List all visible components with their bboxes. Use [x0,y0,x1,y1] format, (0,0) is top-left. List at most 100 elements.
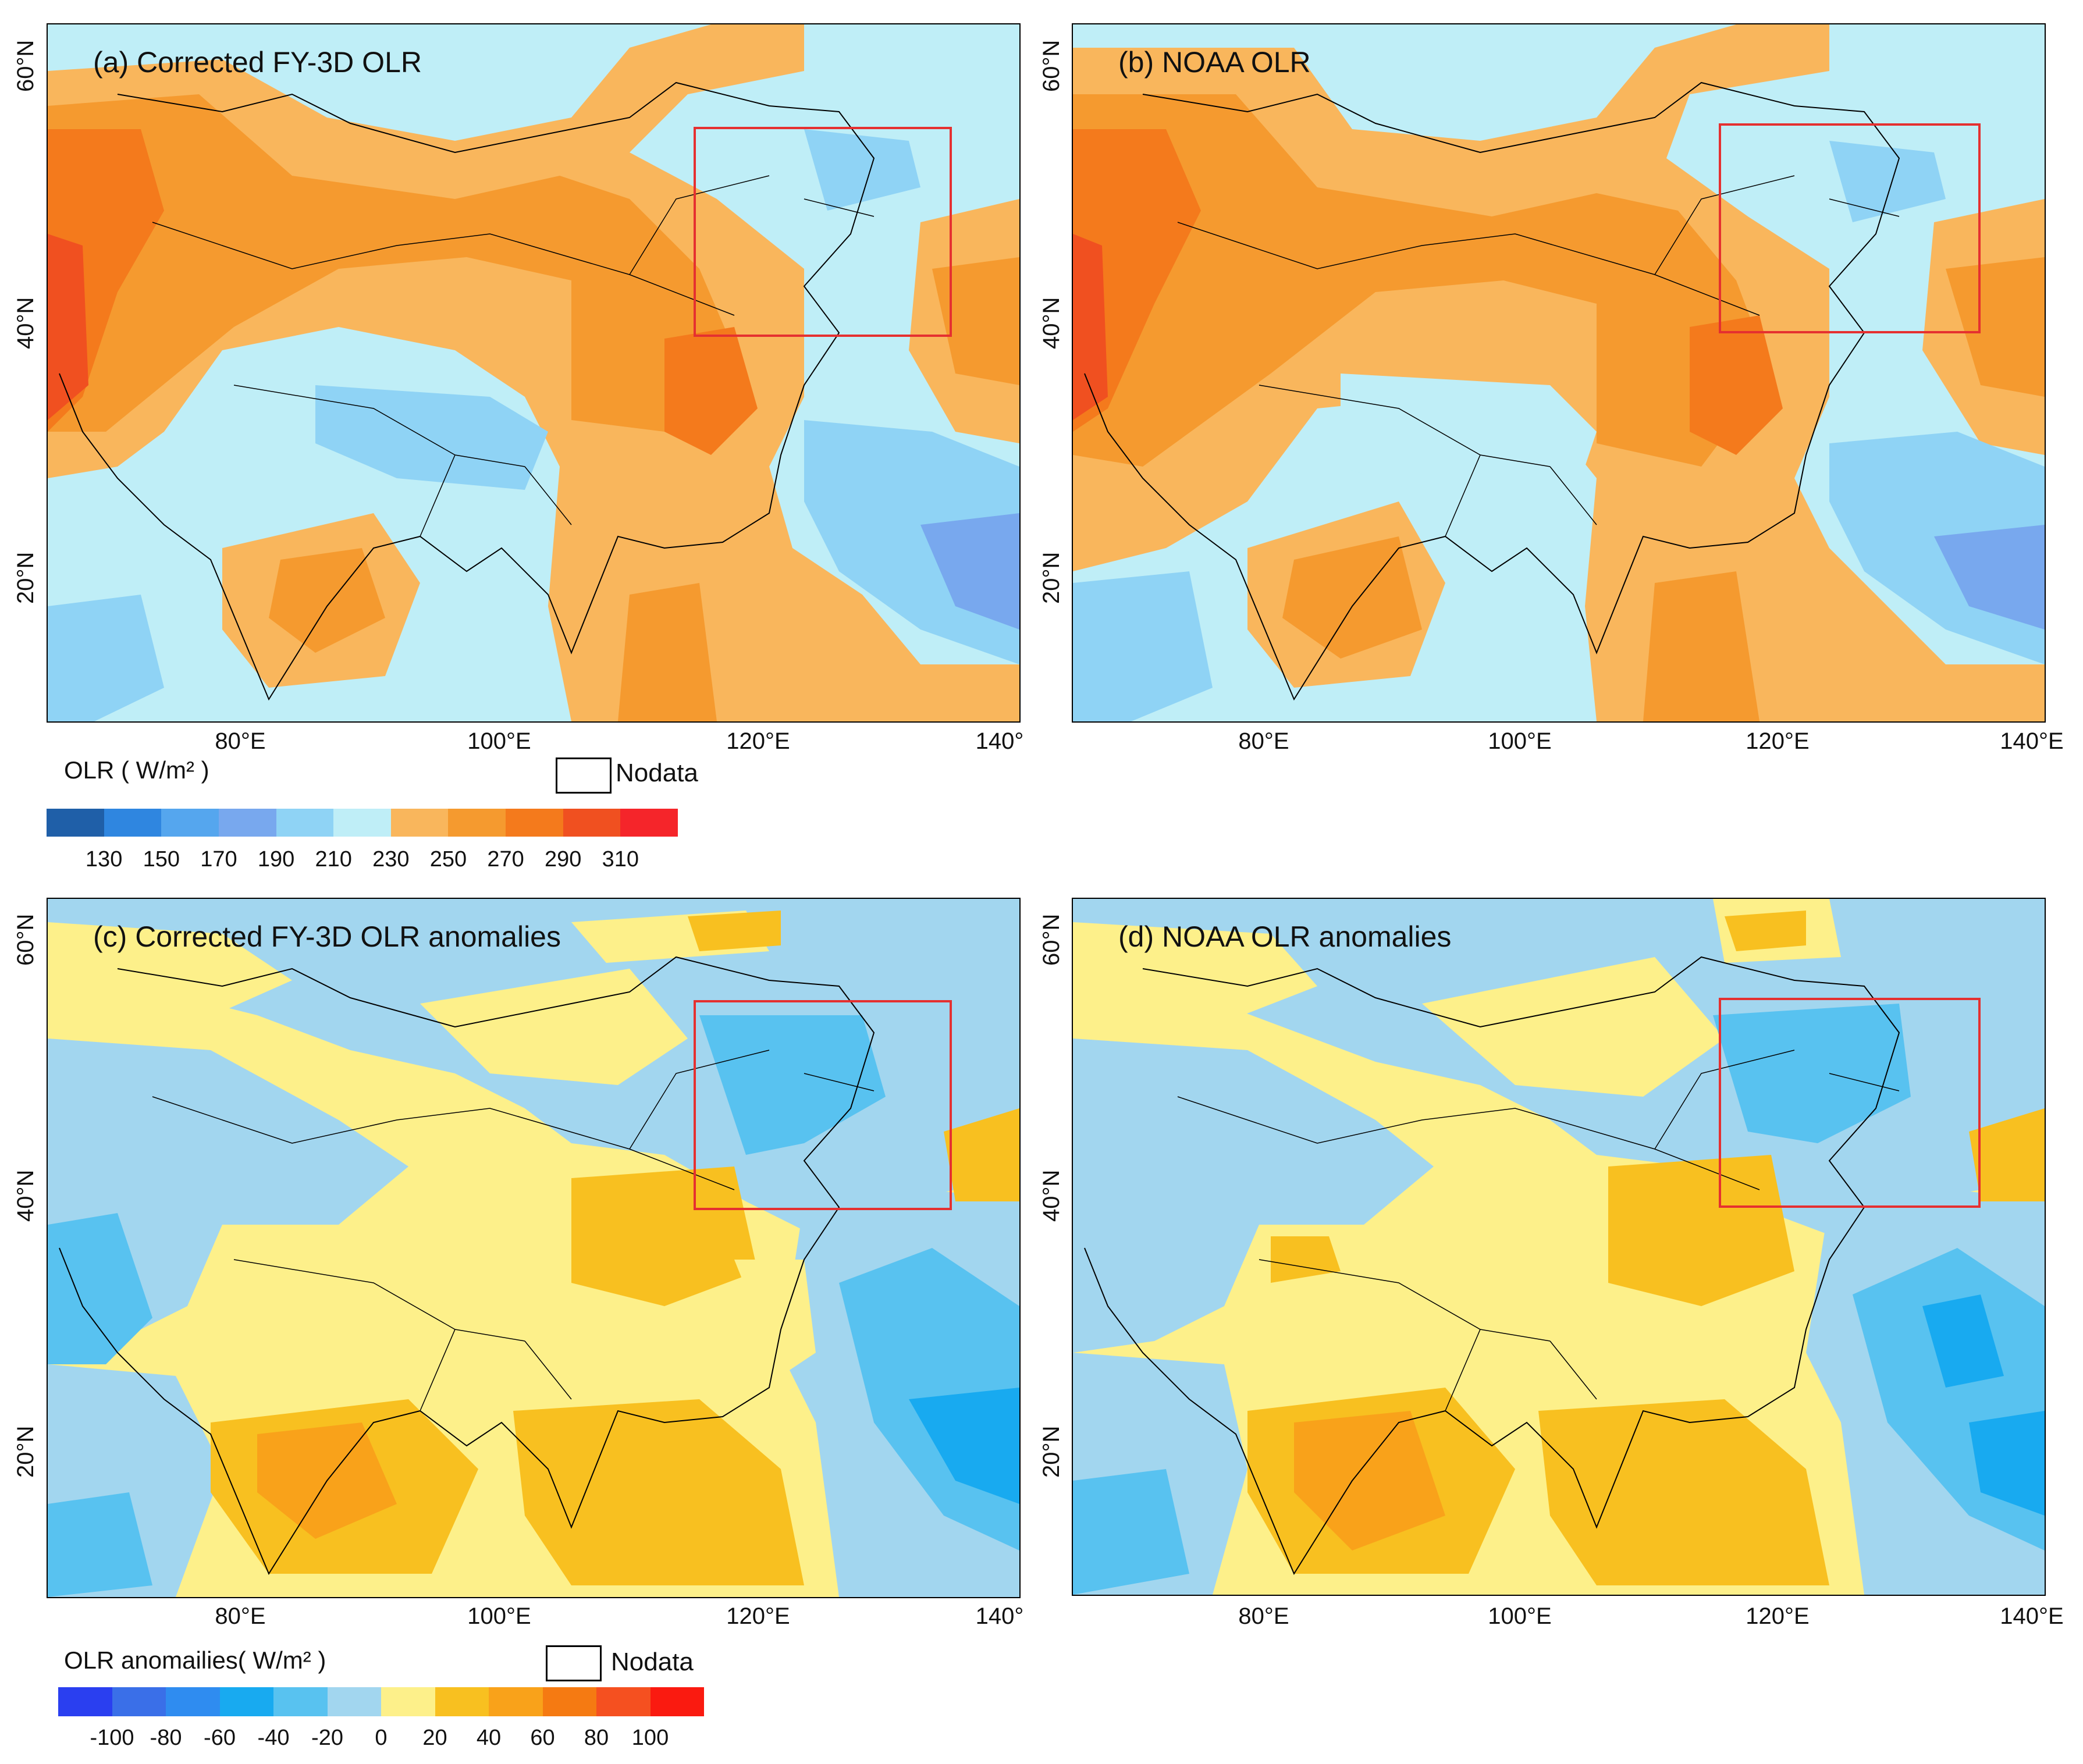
neg3-region-pacific [909,1388,1019,1504]
colorbar-tick-label: 20 [422,1726,447,1750]
cool-region-southwest [1073,571,1213,721]
colorbar-tick-label: 40 [476,1726,502,1750]
border-lines [1177,175,1900,537]
y-tick-20n-c: 20°N [13,1425,38,1478]
pos2-region-japan [944,1108,1019,1201]
x-tick-100e-d: 100°E [1488,1603,1552,1629]
x-tick-80e-a: 80°E [215,728,266,754]
panel-c: (c) Corrected FY-3D OLR anomalies [47,898,1021,1598]
colorbar-swatch [273,1687,328,1716]
panel-d: (d) NOAA OLR anomalies [1072,898,2046,1596]
x-tick-140e-d: 140°E [2000,1603,2064,1629]
colorbar-swatch [333,809,391,837]
colorbar-tick-label: 150 [143,847,180,872]
colorbar-swatch [112,1687,166,1716]
neg2-region-southwest [1073,1469,1189,1595]
colorbar-swatch [542,1687,596,1716]
olr-map-a [48,24,1019,721]
neg2-region-northeast [1713,1004,1911,1143]
anom-colorbar [58,1687,704,1716]
pos2-region-japan [1969,1108,2045,1201]
pos2-patch-north [1725,911,1806,951]
y-tick-60n-b: 60°N [1039,40,1064,92]
colorbar-tick-label: 190 [257,847,295,872]
x-tick-120e-b: 120°E [1746,728,1810,754]
focus-region-box [694,127,952,337]
x-tick-100e-a: 100°E [467,728,531,754]
pos-region-yangtze [734,1260,816,1376]
focus-region-box [1719,123,1981,333]
colorbar-swatch [596,1687,651,1716]
orange-region-3 [1282,536,1422,659]
colorbar-tick-label: 270 [487,847,524,872]
focus-region-box [694,1000,952,1210]
y-tick-60n-c: 60°N [13,913,38,966]
x-tick-120e-c: 120°E [726,1603,790,1629]
colorbar-tick-label: -20 [311,1726,343,1750]
y-tick-40n-a: 40°N [13,297,38,349]
colorbar-tick-label: -100 [90,1726,134,1750]
colorbar-tick-label: 230 [372,847,410,872]
orange-region-4 [618,583,717,721]
colorbar-swatch [506,809,563,837]
panel-b: (b) NOAA OLR [1072,23,2046,723]
neg3-region-pacific [1922,1294,2004,1388]
neg-region-west [48,1039,408,1341]
anom-nodata-label: Nodata [611,1648,694,1676]
colorbar-tick-label: 250 [429,847,467,872]
y-tick-40n-d: 40°N [1039,1169,1064,1222]
cool-region-southwest [48,595,164,721]
y-tick-20n-b: 20°N [1039,552,1064,604]
anom-legend-title: OLR anomailies( W/m² ) [64,1646,326,1674]
x-tick-120e-a: 120°E [726,728,790,754]
colorbar-swatch [489,1687,543,1716]
border-lines [1177,1050,1900,1411]
x-tick-100e-c: 100°E [467,1603,531,1629]
olr-nodata-label: Nodata [616,759,698,787]
orange-region-2 [1946,257,2045,397]
pos2-region-indochina [1538,1399,1829,1585]
colorbar-swatch [104,809,162,837]
coastline [59,956,875,1575]
deep-region-pacific [920,513,1019,630]
y-tick-40n-c: 40°N [13,1169,38,1222]
neg2-region-southwest [48,1492,152,1597]
x-tick-120e-d: 120°E [1746,1603,1810,1629]
hottest-region-west [48,234,88,420]
colorbar-swatch [58,1687,112,1716]
x-tick-80e-b: 80°E [1238,728,1289,754]
orange-region-1 [48,94,734,432]
colorbar-tick-label: 310 [602,847,639,872]
orange-region-3 [269,548,385,653]
colorbar-tick-label: -40 [257,1726,290,1750]
cool-region-northeast [1829,141,1946,222]
pos3-region-india [1294,1411,1445,1550]
orange-region-4 [1643,571,1759,721]
colorbar-tick-label: 130 [85,847,123,872]
olr-map-b [1073,24,2045,721]
olr-legend-title: OLR ( W/m² ) [64,756,209,784]
border-lines [152,1050,875,1411]
focus-region-box [1719,998,1981,1208]
pos2-region-sichuan [571,1166,758,1306]
deep-region-pacific [1934,525,2045,630]
y-tick-40n-b: 40°N [1039,297,1064,349]
pos2-patch-north [688,911,781,951]
hot-region-sichuan [1690,315,1783,455]
panel-title: (c) Corrected FY-3D OLR anomalies [93,920,561,953]
coastline [59,81,875,701]
x-tick-80e-c: 80°E [215,1603,266,1629]
olr-nodata-swatch [556,757,612,794]
pos-region-mongolia [1422,957,1725,1097]
olr-colorbar [47,809,678,837]
colorbar-tick-label: 100 [631,1726,669,1750]
anom-map-c [48,899,1019,1597]
coastline [1084,81,1900,701]
coastline [1084,956,1900,1575]
neg-region-west [1073,1039,1434,1353]
colorbar-swatch [435,1687,489,1716]
colorbar-swatch [161,809,219,837]
colorbar-swatch [327,1687,381,1716]
y-tick-60n-d: 60°N [1039,913,1064,966]
anom-nodata-swatch [546,1645,602,1681]
